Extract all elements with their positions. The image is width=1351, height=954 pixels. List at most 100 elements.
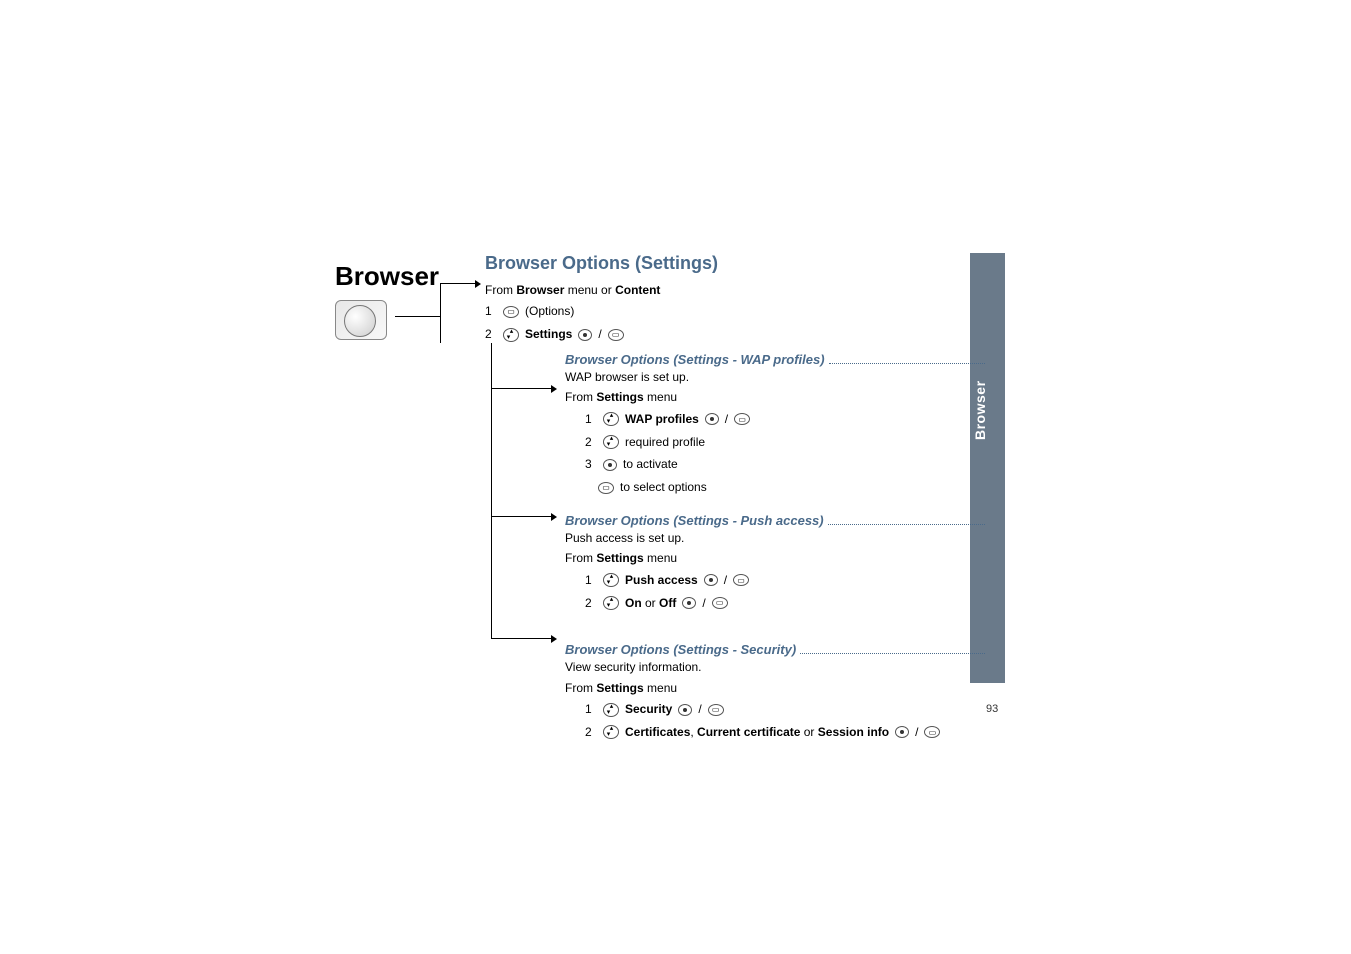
step-number: 1 bbox=[585, 569, 597, 592]
slash: / bbox=[725, 408, 728, 431]
text-bold: Browser bbox=[516, 283, 564, 297]
step-number: 1 bbox=[485, 300, 497, 323]
sub-heading: Browser Options (Settings - Push access) bbox=[565, 513, 824, 528]
step-label: Push access bbox=[625, 569, 698, 592]
select-key-icon bbox=[603, 459, 617, 471]
page-title: Browser bbox=[335, 261, 439, 292]
text: From bbox=[485, 283, 516, 297]
step-label: to activate bbox=[623, 453, 678, 476]
select-key-icon bbox=[895, 726, 909, 738]
connector-arrow bbox=[440, 283, 475, 284]
step-row: 2 On or Off / bbox=[585, 592, 975, 615]
step-row: 2 required profile bbox=[585, 431, 975, 454]
step-number: 2 bbox=[585, 431, 597, 454]
options-key-icon bbox=[598, 482, 614, 494]
sub-heading: Browser Options (Settings - Security) bbox=[565, 642, 796, 657]
sub-heading-row: Browser Options (Settings - Push access) bbox=[565, 513, 985, 528]
description: View security information. bbox=[565, 657, 975, 677]
options-key-icon bbox=[712, 597, 728, 609]
step-label: WAP profiles bbox=[625, 408, 699, 431]
nav-key-icon bbox=[603, 573, 619, 587]
text: From bbox=[565, 681, 596, 695]
step-label: required profile bbox=[625, 431, 705, 454]
text-bold: On bbox=[625, 596, 642, 610]
step-row: 3 to activate bbox=[585, 453, 975, 476]
step-number: 1 bbox=[585, 408, 597, 431]
step-label: Security bbox=[625, 698, 672, 721]
step-row: 2 Certificates, Current certificate or S… bbox=[585, 721, 975, 744]
sub-heading-row: Browser Options (Settings - Security) bbox=[565, 642, 985, 657]
text-bold: Settings bbox=[596, 390, 643, 404]
connector-line bbox=[440, 283, 441, 343]
options-key-icon bbox=[608, 329, 624, 341]
section-heading: Browser Options (Settings) bbox=[485, 253, 975, 274]
text-bold: Settings bbox=[596, 681, 643, 695]
text-bold: Session info bbox=[818, 725, 889, 739]
options-key-icon bbox=[924, 726, 940, 738]
side-tab bbox=[970, 253, 1005, 683]
text-bold: Content bbox=[615, 283, 660, 297]
globe-icon bbox=[335, 300, 387, 340]
text-bold: Certificates bbox=[625, 725, 690, 739]
select-key-icon bbox=[682, 597, 696, 609]
step-label: (Options) bbox=[525, 300, 574, 323]
step-number: 2 bbox=[585, 592, 597, 615]
dotted-leader bbox=[829, 354, 985, 364]
connector-arrow bbox=[491, 388, 551, 389]
from-line: From Settings menu bbox=[565, 678, 975, 698]
slash: / bbox=[702, 592, 705, 615]
from-line: From Settings menu bbox=[565, 548, 975, 568]
select-key-icon bbox=[678, 704, 692, 716]
page-number: 93 bbox=[986, 703, 998, 715]
text: menu bbox=[644, 681, 677, 695]
nav-key-icon bbox=[603, 435, 619, 449]
from-line: From Browser menu or Content bbox=[485, 280, 975, 300]
sub-heading-row: Browser Options (Settings - WAP profiles… bbox=[565, 352, 985, 367]
connector-line bbox=[395, 316, 440, 317]
step-label: Settings bbox=[525, 323, 572, 346]
step-row: 1 WAP profiles / bbox=[585, 408, 975, 431]
text-bold: Settings bbox=[596, 551, 643, 565]
step-number: 3 bbox=[585, 453, 597, 476]
connector-arrow bbox=[491, 516, 551, 517]
description: Push access is set up. bbox=[565, 528, 975, 548]
description: WAP browser is set up. bbox=[565, 367, 975, 387]
nav-key-icon bbox=[503, 328, 519, 342]
step-row: 1 (Options) bbox=[485, 300, 975, 323]
text: menu or bbox=[564, 283, 615, 297]
select-key-icon bbox=[705, 413, 719, 425]
step-label: to select options bbox=[620, 476, 707, 499]
nav-key-icon bbox=[603, 412, 619, 426]
slash: / bbox=[598, 323, 601, 346]
slash: / bbox=[698, 698, 701, 721]
options-key-icon bbox=[503, 306, 519, 318]
nav-key-icon bbox=[603, 703, 619, 717]
options-key-icon bbox=[734, 413, 750, 425]
slash: / bbox=[724, 569, 727, 592]
nav-key-icon bbox=[603, 596, 619, 610]
text: menu bbox=[644, 551, 677, 565]
text-bold: Current certificate bbox=[697, 725, 800, 739]
step-row: 1 Security / bbox=[585, 698, 975, 721]
text-bold: Off bbox=[659, 596, 676, 610]
step-number: 1 bbox=[585, 698, 597, 721]
dotted-leader bbox=[828, 515, 985, 525]
select-key-icon bbox=[578, 329, 592, 341]
text: or bbox=[800, 725, 817, 739]
text: From bbox=[565, 551, 596, 565]
options-key-icon bbox=[708, 704, 724, 716]
step-number: 2 bbox=[585, 721, 597, 744]
slash: / bbox=[915, 721, 918, 744]
nav-key-icon bbox=[603, 725, 619, 739]
from-line: From Settings menu bbox=[565, 387, 975, 407]
text: or bbox=[642, 596, 659, 610]
options-key-icon bbox=[733, 574, 749, 586]
connector-arrow bbox=[491, 638, 551, 639]
text: menu bbox=[644, 390, 677, 404]
step-row: 2 Settings / bbox=[485, 323, 975, 346]
select-key-icon bbox=[704, 574, 718, 586]
step-row: to select options bbox=[598, 476, 975, 499]
text: From bbox=[565, 390, 596, 404]
dotted-leader bbox=[800, 644, 985, 654]
step-row: 1 Push access / bbox=[585, 569, 975, 592]
